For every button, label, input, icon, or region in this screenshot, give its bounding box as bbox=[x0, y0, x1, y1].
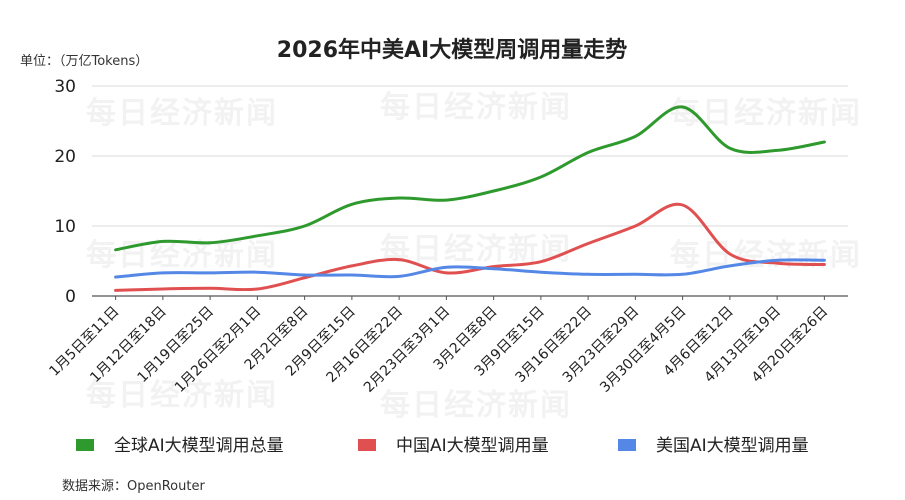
y-tick-label: 0 bbox=[65, 287, 76, 307]
unit-label: 单位：（万亿Tokens） bbox=[20, 54, 148, 69]
y-tick-label: 20 bbox=[54, 147, 76, 167]
y-tick-label: 30 bbox=[54, 77, 76, 97]
legend-swatch bbox=[76, 439, 94, 451]
gridlines bbox=[92, 85, 848, 297]
source-note: 数据来源：OpenRouter bbox=[62, 479, 205, 494]
legend-label: 中国AI大模型调用量 bbox=[396, 436, 549, 456]
us-series-line bbox=[114, 258, 826, 279]
china-series-line bbox=[114, 202, 826, 292]
legend-label: 美国AI大模型调用量 bbox=[656, 436, 809, 456]
x-axis-ticks: 1月5日至11日1月12日至18日1月19日至25日1月26日至2月1日2月2日… bbox=[46, 296, 831, 396]
legend-swatch bbox=[358, 439, 376, 451]
legend: 全球AI大模型调用总量 中国AI大模型调用量 美国AI大模型调用量 bbox=[76, 436, 809, 456]
y-axis-ticks: 0 10 20 30 bbox=[54, 77, 76, 307]
legend-label: 全球AI大模型调用总量 bbox=[114, 436, 284, 456]
chart-title: 2026年中美AI大模型周调用量走势 bbox=[277, 37, 627, 63]
y-tick-label: 10 bbox=[54, 217, 76, 237]
x-tick-label: 3月30日至4月5日 bbox=[597, 304, 689, 396]
series-lines bbox=[114, 105, 826, 292]
global-total-series-line bbox=[114, 105, 826, 252]
x-tick-label: 1月26日至2月1日 bbox=[172, 304, 264, 396]
legend-swatch bbox=[618, 439, 636, 451]
x-tick-label: 2月23日至3月1日 bbox=[361, 304, 453, 396]
